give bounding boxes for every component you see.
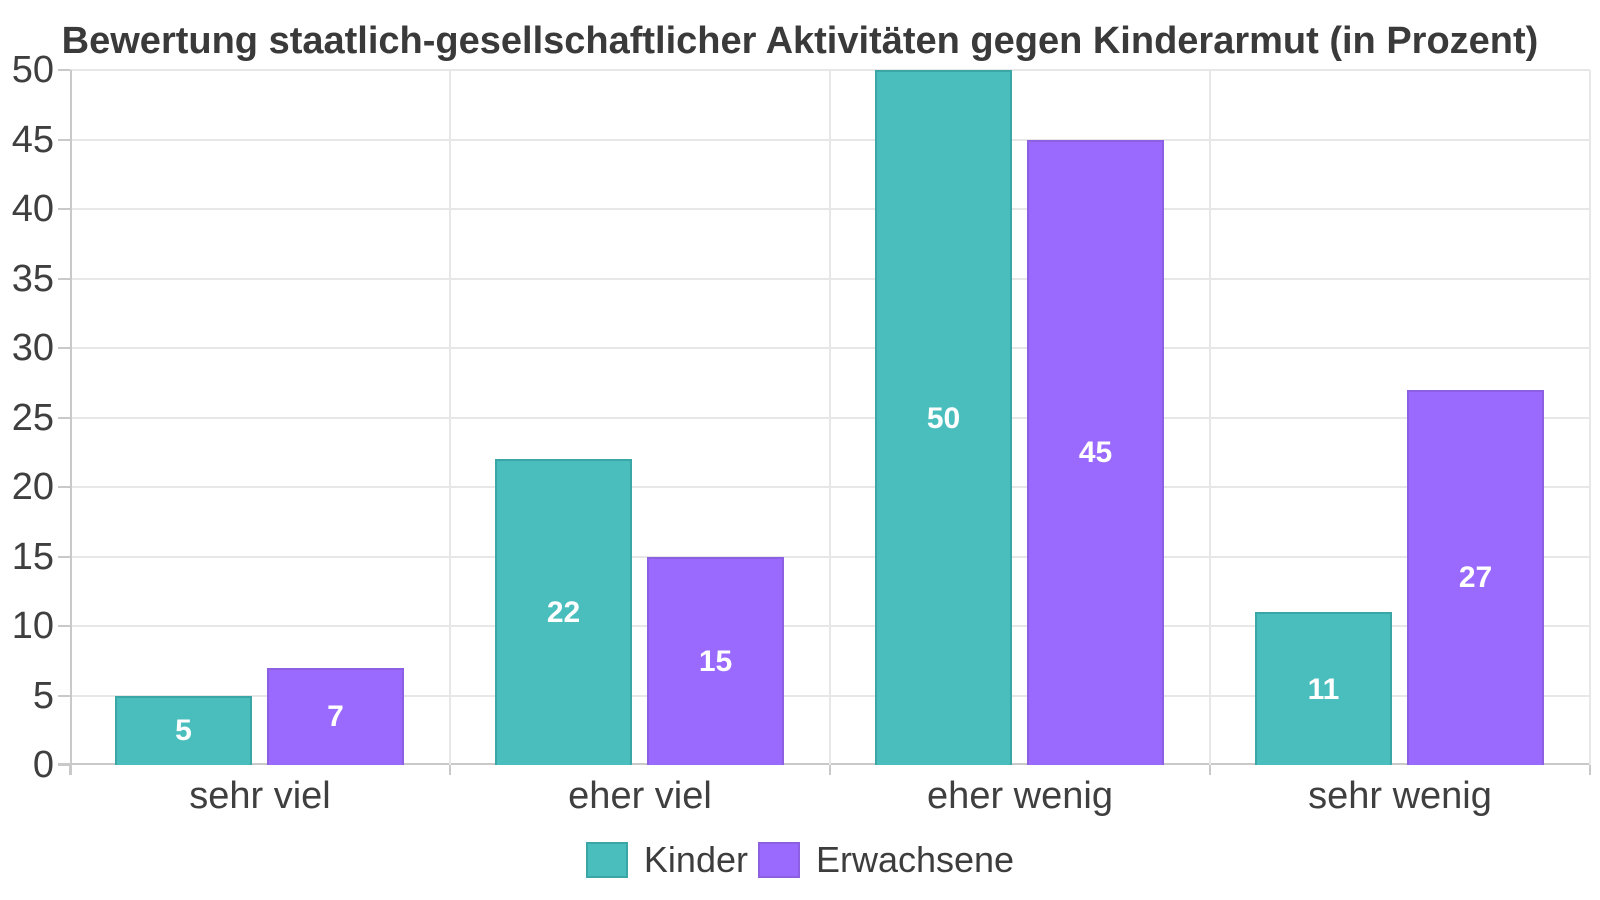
x-axis-line [58, 763, 1590, 765]
y-axis-tick [58, 277, 70, 280]
legend-label-erwachsene: Erwachsene [815, 839, 1015, 880]
bar-value-label: 5 [175, 714, 192, 748]
bar-erwachsene-eher-wenig[interactable]: 45 [1027, 139, 1164, 765]
y-axis-line [70, 70, 72, 775]
y-tick-label: 0 [32, 744, 54, 786]
gridline-vertical [1209, 70, 1211, 765]
x-tick-label-sehr-wenig: sehr wenig [1308, 775, 1492, 817]
x-tick-label-eher-wenig: eher wenig [927, 775, 1113, 817]
y-tick-label: 15 [11, 535, 54, 578]
gridline-vertical [1589, 70, 1591, 765]
legend: Kinder Erwachsene [0, 838, 1600, 882]
y-tick-label: 10 [11, 605, 54, 647]
legend-item-erwachsene[interactable]: Erwachsene [757, 838, 1015, 882]
y-axis-tick [58, 69, 70, 71]
bar-erwachsene-eher-viel[interactable]: 15 [647, 556, 784, 765]
y-axis-tick [58, 555, 70, 558]
x-axis-tick [1209, 765, 1211, 775]
y-axis-tick [58, 416, 70, 419]
x-tick-label-eher-viel: eher viel [568, 775, 712, 817]
y-tick-label: 45 [11, 118, 54, 161]
bar-value-label: 15 [698, 644, 733, 678]
x-tick-label-sehr-viel: sehr viel [189, 775, 331, 817]
y-axis-tick [58, 347, 70, 349]
x-axis-tick [69, 765, 71, 775]
bar-value-label: 45 [1078, 436, 1113, 470]
bar-kinder-eher-viel[interactable]: 22 [495, 459, 632, 765]
bar-erwachsene-sehr-viel[interactable]: 7 [267, 667, 404, 765]
y-axis-tick [58, 764, 70, 766]
x-axis-labels: sehr viel eher viel eher wenig sehr wenig [70, 773, 1590, 823]
y-tick-label: 40 [11, 188, 54, 230]
gridline-vertical [449, 70, 451, 765]
gridline-vertical [829, 70, 831, 765]
y-axis-tick [58, 486, 70, 488]
bar-value-label: 27 [1458, 561, 1493, 595]
bar-value-label: 7 [327, 700, 344, 734]
legend-swatch-erwachsene [757, 842, 800, 878]
plot-area: 0 5 10 15 20 25 30 35 40 45 50 5 22 50 11 7 15 45 27 [12, 49, 1591, 786]
y-tick-label: 5 [32, 674, 54, 717]
y-axis-tick [58, 138, 70, 141]
chart-title: Bewertung staatlich-gesellschaftlicher A… [61, 20, 1539, 62]
y-tick-label: 30 [11, 327, 54, 369]
bar-kinder-sehr-viel[interactable]: 5 [115, 695, 252, 765]
x-axis-tick [829, 765, 831, 775]
y-axis-tick [58, 208, 70, 210]
x-axis-tick [1589, 765, 1591, 775]
y-axis-tick [58, 625, 70, 627]
bar-value-label: 11 [1307, 672, 1340, 706]
bar-value-label: 22 [546, 596, 581, 630]
y-tick-label: 20 [11, 466, 54, 508]
y-tick-label: 35 [11, 257, 54, 300]
y-axis-tick [58, 694, 70, 697]
bar-erwachsene-sehr-wenig[interactable]: 27 [1407, 389, 1544, 765]
y-tick-label: 25 [11, 396, 54, 439]
legend-item-kinder[interactable]: Kinder [585, 838, 748, 882]
y-tick-label: 50 [11, 49, 54, 91]
bar-value-label: 50 [926, 401, 961, 435]
bar-kinder-sehr-wenig[interactable]: 11 [1255, 612, 1392, 765]
legend-swatch-kinder [585, 842, 628, 878]
bar-kinder-eher-wenig[interactable]: 50 [875, 70, 1012, 765]
x-axis-tick [449, 765, 451, 775]
legend-label-kinder: Kinder [643, 839, 748, 880]
